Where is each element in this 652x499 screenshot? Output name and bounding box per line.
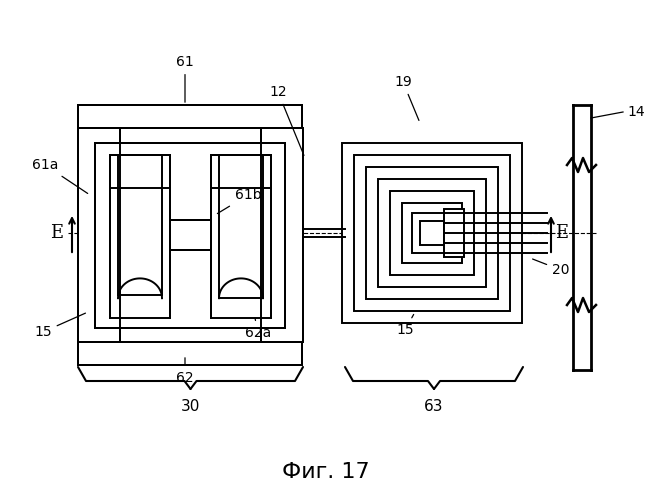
Text: Фиг. 17: Фиг. 17	[282, 462, 370, 482]
Text: 14: 14	[627, 105, 645, 119]
Bar	[420, 221, 444, 245]
Bar	[402, 203, 462, 263]
Text: 15: 15	[34, 313, 85, 339]
Text: 61a: 61a	[32, 158, 87, 194]
Text: 15: 15	[396, 314, 414, 337]
Text: 61: 61	[176, 55, 194, 102]
Bar	[354, 155, 510, 311]
Text: 19: 19	[394, 75, 419, 120]
Bar	[78, 342, 302, 365]
Text: 20: 20	[533, 259, 569, 277]
Bar	[342, 143, 522, 323]
Bar	[444, 209, 464, 257]
Bar	[378, 179, 486, 287]
Text: E: E	[556, 224, 569, 242]
Text: 12: 12	[269, 85, 304, 155]
Bar	[211, 155, 271, 318]
Bar	[110, 155, 170, 318]
Text: 62: 62	[176, 358, 194, 385]
Bar	[366, 167, 498, 299]
Bar	[219, 155, 263, 298]
Text: 61b: 61b	[217, 188, 261, 214]
Bar	[170, 220, 211, 250]
Bar	[261, 128, 303, 342]
Text: E: E	[50, 224, 63, 242]
Bar	[78, 128, 120, 342]
Bar	[95, 143, 285, 328]
Text: 62a: 62a	[245, 318, 271, 340]
Bar	[390, 191, 474, 275]
Bar	[78, 105, 302, 128]
Text: 63: 63	[424, 399, 444, 414]
Bar	[412, 213, 452, 253]
Bar	[118, 155, 162, 295]
Text: 30: 30	[181, 399, 200, 414]
